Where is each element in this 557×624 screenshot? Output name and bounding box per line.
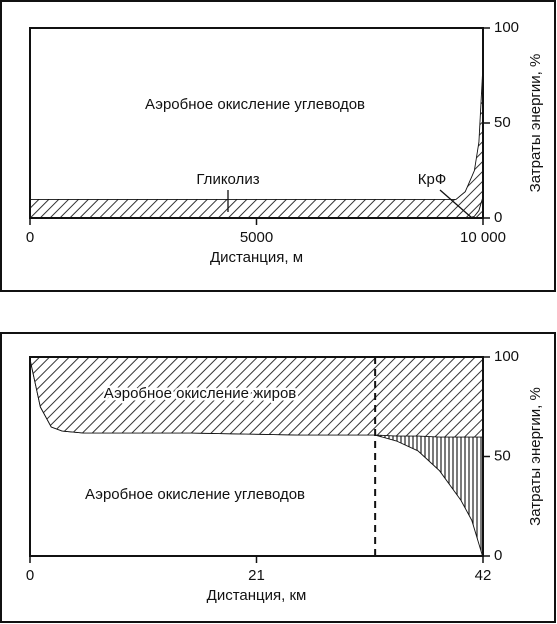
x-tick-label: 42 <box>475 567 492 584</box>
y-axis-label: Затраты энергии, % <box>527 387 544 526</box>
x-tick-label: 21 <box>248 567 265 584</box>
x-tick-label: 0 <box>26 567 34 584</box>
series-label: Аэробное окисление углеводов <box>85 486 305 503</box>
x-tick-label: 5000 <box>240 229 273 246</box>
x-tick-label: 10 000 <box>460 229 506 246</box>
area <box>30 357 483 437</box>
x-axis-label: Дистанция, м <box>210 249 303 266</box>
series-label: КрФ <box>418 171 446 188</box>
y-tick-label: 0 <box>494 209 502 226</box>
y-tick-label: 50 <box>494 447 511 464</box>
area <box>30 28 483 199</box>
x-axis-label: Дистанция, км <box>207 587 307 604</box>
y-axis-label: Затраты энергии, % <box>527 54 544 193</box>
series-label: Гликолиз <box>196 171 259 188</box>
x-tick-label: 0 <box>26 229 34 246</box>
series-label: Аэробное окисление углеводов <box>145 96 365 113</box>
y-tick-label: 100 <box>494 19 519 36</box>
y-tick-label: 100 <box>494 348 519 365</box>
panel-frame <box>0 332 556 623</box>
area <box>30 56 483 218</box>
series-label: Аэробное окисление жиров <box>104 385 297 402</box>
panel-frame <box>0 0 556 292</box>
y-tick-label: 0 <box>494 547 502 564</box>
pointer-line <box>439 189 473 219</box>
y-tick-label: 50 <box>494 114 511 131</box>
area <box>30 357 483 556</box>
